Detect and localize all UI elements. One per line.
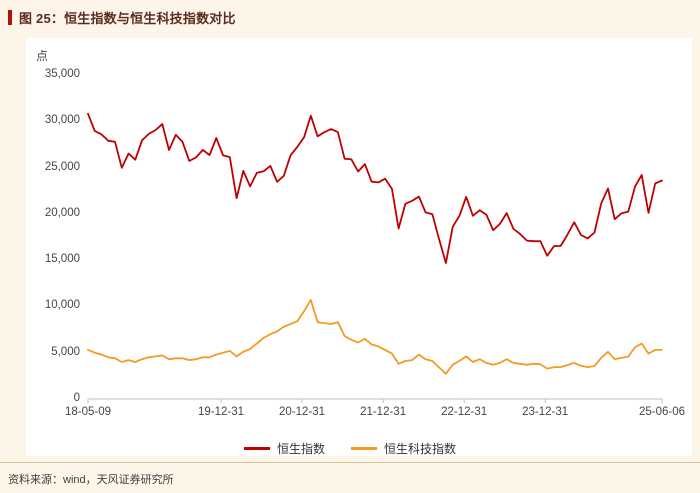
chart-legend: 恒生指数 恒生科技指数 — [0, 440, 700, 457]
series-line-0 — [87, 112, 663, 264]
x-tick-label: 22-12-31 — [441, 406, 488, 418]
legend-item-hstech: 恒生科技指数 — [351, 440, 456, 457]
y-tick-label: 15,000 — [44, 253, 80, 266]
x-tick-label: 23-12-31 — [522, 406, 569, 418]
title-accent-bar — [8, 10, 12, 25]
x-tick-label: 21-12-31 — [360, 406, 407, 418]
series-line-1 — [87, 298, 663, 375]
hstech-line-swatch-icon — [351, 447, 377, 450]
y-axis-unit-label: 点 — [36, 49, 49, 63]
x-tick-label: 18-05-09 — [64, 406, 112, 418]
y-tick-label: 35,000 — [44, 68, 80, 80]
x-tick-label: 19-12-31 — [198, 406, 245, 418]
legend-label-hstech: 恒生科技指数 — [384, 442, 457, 456]
legend-label-hsi: 恒生指数 — [276, 442, 325, 456]
data-source-note: 资料来源：wind，天风证券研究所 — [8, 474, 174, 486]
hsi-line-swatch-icon — [243, 447, 270, 450]
legend-item-hsi: 恒生指数 — [243, 440, 325, 457]
y-tick-label: 5,000 — [51, 345, 80, 358]
x-tick-label: 25-06-06 — [638, 406, 686, 418]
figure-title: 图 25：恒生指数与恒生科技指数对比 — [19, 11, 236, 26]
footer-divider-line — [0, 462, 700, 463]
y-tick-label: 20,000 — [44, 206, 80, 219]
chart-plot-background — [26, 38, 692, 456]
y-tick-label: 0 — [73, 392, 80, 404]
x-tick-label: 20-12-31 — [279, 406, 326, 418]
y-tick-label: 25,000 — [44, 160, 80, 173]
y-tick-label: 10,000 — [44, 299, 80, 312]
y-tick-label: 30,000 — [44, 114, 80, 127]
